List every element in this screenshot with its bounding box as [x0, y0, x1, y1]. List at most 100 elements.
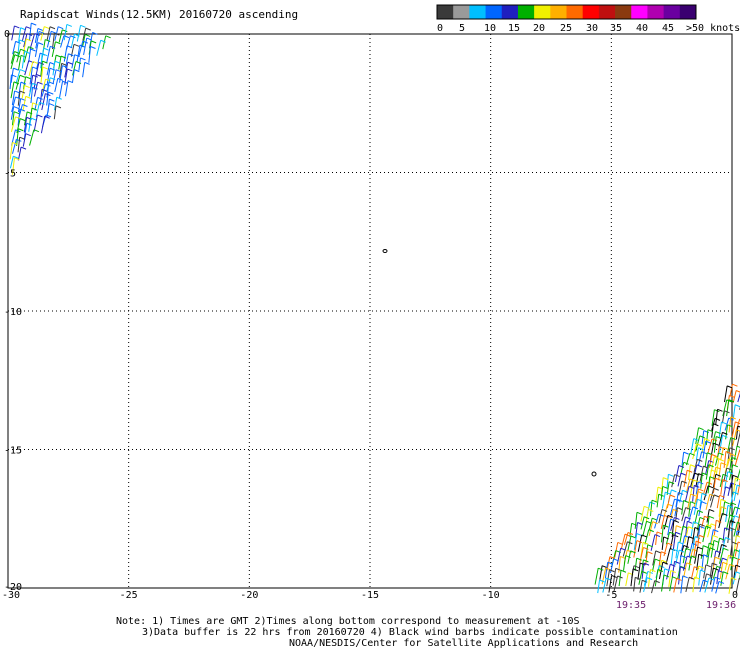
wind-barb-flag: [90, 46, 96, 49]
wind-barb: [645, 551, 649, 566]
wind-barb: [700, 545, 704, 559]
wind-barb-flag: [714, 417, 721, 421]
wind-barb-flag: [14, 51, 20, 54]
wind-barb-flag: [694, 484, 700, 488]
wind-barb-flag: [723, 447, 729, 451]
color-scale-label: 0: [437, 23, 443, 34]
wind-barb: [722, 486, 727, 501]
wind-barb-flag: [738, 558, 740, 561]
wind-barb: [703, 485, 709, 501]
wind-barb: [650, 534, 656, 551]
wind-barb: [54, 78, 59, 92]
wind-barb: [687, 493, 692, 510]
wind-barb-flag: [697, 498, 703, 502]
wind-barb-flag: [24, 50, 30, 54]
wind-barb: [715, 458, 720, 475]
wind-barb: [706, 543, 710, 558]
wind-barb-flag: [714, 576, 721, 580]
wind-barb: [71, 54, 76, 69]
wind-barb: [665, 548, 671, 565]
wind-barb-flag: [41, 88, 48, 92]
wind-barb-flag: [687, 520, 693, 524]
wind-barb-flag: [68, 53, 74, 57]
wind-barb-flag: [37, 42, 44, 46]
color-scale-box: [550, 5, 567, 19]
wind-barb: [663, 503, 669, 517]
wind-barb: [694, 546, 699, 564]
wind-barb-flag: [667, 542, 673, 546]
wind-barb-flag: [63, 35, 70, 39]
color-scale-label: 5: [459, 23, 465, 34]
wind-barb: [635, 522, 639, 538]
wind-barb: [40, 26, 45, 41]
wind-barb: [728, 416, 732, 433]
color-scale-box: [663, 5, 681, 19]
wind-barb-flag: [51, 30, 57, 34]
wind-barb-flag: [707, 485, 714, 489]
wind-barb: [711, 577, 716, 592]
color-scale-border: [436, 4, 697, 20]
wind-barb-flag: [690, 493, 696, 497]
wind-barb-flag: [601, 565, 608, 569]
wind-barb-flag: [669, 494, 676, 498]
wind-barb: [649, 500, 653, 517]
wind-barb-flag: [732, 383, 738, 387]
wind-barb-flag: [663, 574, 670, 578]
wind-barb-flag: [709, 476, 715, 480]
wind-barb: [669, 576, 673, 592]
wind-barb-flag: [48, 91, 54, 95]
wind-barb-flag: [26, 38, 32, 42]
wind-barb: [33, 114, 38, 132]
wind-barb-flag: [38, 30, 45, 34]
wind-barb: [10, 51, 15, 64]
wind-barb-flag: [636, 511, 643, 515]
wind-barb-flag: [13, 67, 19, 71]
wind-barb: [46, 68, 51, 85]
wind-barb: [22, 38, 27, 55]
wind-barb-flag: [641, 534, 647, 538]
wind-barb-flag: [686, 562, 692, 566]
wind-barb: [691, 527, 696, 544]
wind-barb-flag: [636, 533, 642, 537]
wind-barb-flag: [730, 453, 736, 457]
wind-barb: [33, 74, 37, 90]
wind-barb: [656, 494, 660, 508]
wind-barb: [22, 76, 27, 90]
wind-barb-flag: [73, 43, 80, 47]
wind-barb-flag: [669, 531, 675, 535]
wind-barb: [719, 435, 723, 453]
wind-barb-flag: [716, 519, 722, 523]
wind-barb-flag: [725, 451, 732, 454]
wind-barb-flag: [55, 41, 61, 45]
latitude-tick-labels: 0 -5 -10 -15 -20: [4, 29, 22, 593]
wind-barb-flag: [731, 456, 737, 460]
wind-barb: [17, 147, 22, 161]
wind-barb: [17, 82, 22, 99]
wind-barb-flag: [626, 549, 633, 553]
wind-barb-flag: [11, 74, 17, 78]
wind-barb: [692, 576, 696, 593]
wind-barb-flag: [688, 536, 694, 540]
wind-barb-flag: [698, 565, 704, 569]
wind-barb: [701, 516, 705, 529]
wind-barb: [695, 435, 701, 452]
wind-barb-flag: [90, 40, 97, 44]
wind-barb-flag: [726, 467, 732, 471]
wind-barb-flag: [708, 577, 715, 581]
wind-barb: [616, 548, 622, 565]
wind-barb: [707, 438, 713, 454]
wind-barb-flag: [732, 541, 738, 545]
wind-barb-flag: [627, 541, 633, 545]
wind-barb: [698, 501, 703, 517]
wind-barb-flag: [678, 541, 684, 545]
wind-barb-flag: [693, 438, 699, 442]
wind-barb: [40, 67, 44, 84]
wind-barb: [17, 137, 21, 153]
wind-barb-flag: [680, 555, 687, 559]
wind-barb-flag: [735, 564, 740, 568]
wind-barb: [720, 571, 724, 586]
wind-barb: [17, 98, 22, 113]
wind-barb-flag: [14, 54, 20, 58]
wind-barb: [669, 498, 676, 516]
wind-barb-flag: [685, 516, 691, 520]
